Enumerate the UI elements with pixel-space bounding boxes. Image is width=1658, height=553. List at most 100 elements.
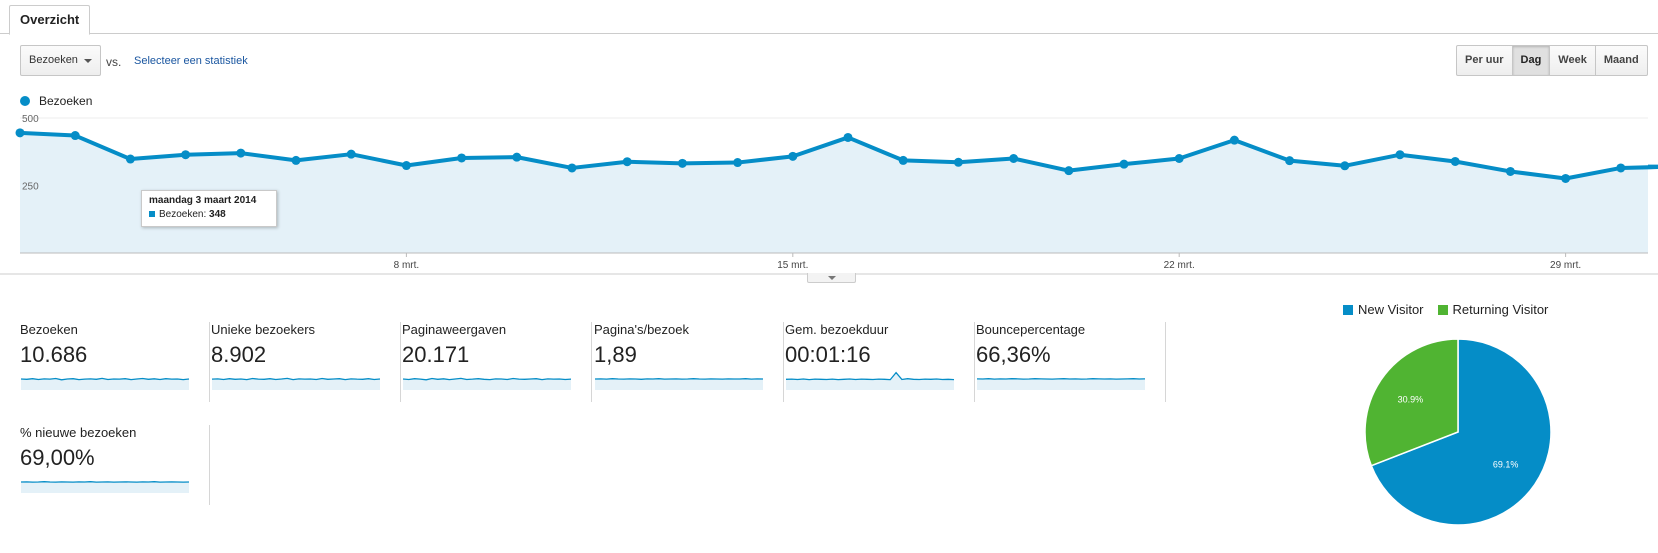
- data-point: [512, 152, 522, 162]
- data-point: [70, 131, 80, 141]
- metric-card-unieke-bezoekers[interactable]: Unieke bezoekers 8.902: [211, 322, 401, 402]
- period-week-button[interactable]: Week: [1549, 45, 1596, 76]
- tooltip-date: maandag 3 maart 2014: [149, 195, 257, 206]
- metric-sparkline: [976, 378, 1146, 390]
- data-point: [567, 163, 577, 173]
- data-point: [125, 154, 135, 164]
- data-point: [953, 157, 963, 167]
- metric-sparkline: [402, 377, 572, 390]
- metric-card-paginaweergaven[interactable]: Paginaweergaven 20.171: [402, 322, 592, 402]
- period-per-uur-button[interactable]: Per uur: [1456, 45, 1513, 76]
- data-point: [15, 128, 25, 138]
- metric-card-gem-bezoekduur[interactable]: Gem. bezoekduur 00:01:16: [785, 322, 975, 402]
- vs-label: vs.: [106, 55, 122, 69]
- sparkline-line: [785, 371, 955, 381]
- data-point: [1064, 166, 1074, 176]
- pie-legend-label: New Visitor: [1358, 302, 1424, 317]
- sparkline-area: [977, 378, 1145, 390]
- pie-slice-label: 30.9%: [1398, 394, 1424, 404]
- sparkline-line: [20, 377, 190, 381]
- metric-value: 1,89: [594, 342, 637, 367]
- data-point: [843, 132, 853, 142]
- metric-dropdown[interactable]: Bezoeken: [20, 45, 101, 76]
- pie-slice-new-visitor: [1370, 338, 1552, 526]
- chart-tooltip: maandag 3 maart 2014 Bezoeken: 348: [141, 190, 277, 227]
- series-line: [19, 130, 1658, 181]
- tooltip-series-label: Bezoeken:: [159, 209, 207, 220]
- pie-legend-item-returning-visitor[interactable]: Returning Visitor: [1437, 302, 1549, 317]
- chevron-down-icon: [828, 276, 836, 280]
- metric-sparkline: [785, 371, 955, 390]
- metric-value: 8.902: [211, 342, 267, 367]
- sparkline-area: [403, 378, 571, 390]
- data-point: [457, 153, 467, 163]
- data-point: [236, 148, 246, 158]
- sparkline-area: [21, 481, 189, 493]
- metric-value: 00:01:16: [785, 342, 871, 367]
- sparkline-line: [402, 377, 572, 381]
- data-point: [1450, 156, 1460, 166]
- metric-dropdown-value: Bezoeken: [29, 54, 78, 66]
- metric-value: 20.171: [402, 342, 470, 367]
- legend-dot-icon: [20, 96, 30, 106]
- pie-legend-item-new-visitor[interactable]: New Visitor: [1343, 302, 1424, 317]
- data-point: [622, 157, 632, 167]
- period-maand-button[interactable]: Maand: [1594, 45, 1648, 76]
- data-point: [401, 161, 411, 171]
- data-point: [733, 158, 743, 168]
- legend-series-name: Bezoeken: [39, 94, 93, 108]
- data-point: [677, 158, 687, 168]
- data-point: [1229, 135, 1239, 145]
- data-point: [1505, 166, 1515, 176]
- metric-value: 10.686: [20, 342, 88, 367]
- pie-legend-label: Returning Visitor: [1452, 302, 1549, 317]
- compare-metric-link[interactable]: Selecteer een statistiek: [134, 55, 248, 67]
- data-point: [291, 155, 301, 165]
- data-point: [181, 150, 191, 160]
- metric-label: Bouncepercentage: [976, 322, 1086, 337]
- chevron-down-icon: [84, 59, 92, 63]
- metric-sparkline: [211, 377, 381, 390]
- sparkline-area: [21, 378, 189, 390]
- tab-overzicht[interactable]: Overzicht: [9, 5, 91, 35]
- metric-value: 66,36%: [976, 342, 1051, 367]
- x-tick-label: 8 mrt.: [394, 260, 420, 271]
- metric-label: % nieuwe bezoeken: [20, 425, 137, 440]
- metric-label: Paginaweergaven: [402, 322, 507, 337]
- legend-swatch-icon: [1437, 304, 1448, 315]
- data-point: [898, 155, 908, 165]
- sparkline-area: [212, 378, 380, 390]
- data-point: [1009, 154, 1019, 163]
- y-tick-label: 250: [22, 182, 39, 193]
- tooltip-swatch-icon: [149, 211, 155, 217]
- metric-card-paginas-per-bezoek[interactable]: Pagina's/bezoek 1,89: [594, 322, 784, 402]
- metric-card-bezoeken[interactable]: Bezoeken 10.686: [20, 322, 210, 402]
- x-tick-label: 29 mrt.: [1550, 260, 1581, 271]
- sparkline-line: [211, 377, 381, 381]
- pie-legend: New Visitor Returning Visitor: [1343, 302, 1562, 317]
- data-point: [1395, 150, 1405, 160]
- chart-legend: Bezoeken: [20, 94, 92, 108]
- pie-slice-label: 69.1%: [1493, 460, 1519, 470]
- sparkline-line: [594, 378, 764, 380]
- data-point: [346, 149, 356, 159]
- metric-sparkline: [20, 481, 190, 493]
- data-point: [1616, 163, 1626, 173]
- data-point: [1174, 154, 1184, 163]
- tab-bar: Overzicht: [0, 0, 1658, 35]
- period-dag-button[interactable]: Dag: [1511, 45, 1551, 76]
- visitor-type-pie-chart[interactable]: 69.1% 30.9%: [1358, 332, 1558, 532]
- pie-slice-returning-visitor: [1364, 338, 1459, 467]
- x-tick-label: 15 mrt.: [777, 260, 808, 271]
- data-point: [1285, 156, 1295, 166]
- collapse-chart-handle[interactable]: [807, 273, 856, 283]
- metric-value: 69,00%: [20, 445, 95, 470]
- metric-label: Bezoeken: [20, 322, 78, 337]
- data-point: [788, 151, 798, 161]
- metric-card-nieuwe-bezoeken[interactable]: % nieuwe bezoeken 69,00%: [20, 425, 210, 505]
- metric-sparkline: [594, 378, 764, 390]
- legend-swatch-icon: [1343, 304, 1353, 315]
- tooltip-row: Bezoeken: 348: [149, 209, 269, 220]
- metric-card-bouncepercentage[interactable]: Bouncepercentage 66,36%: [976, 322, 1166, 402]
- x-tick-label: 22 mrt.: [1164, 260, 1195, 271]
